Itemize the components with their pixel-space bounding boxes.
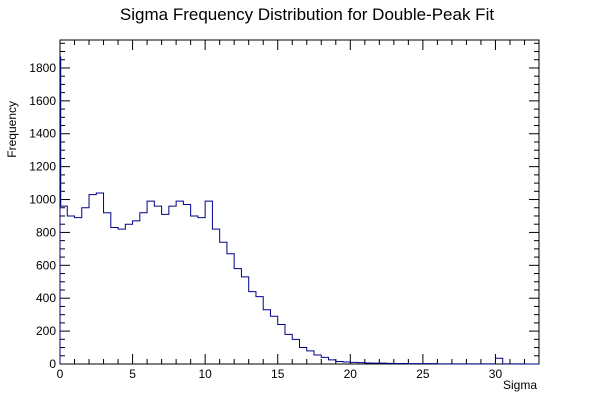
histogram-step-line: [59, 192, 539, 365]
y-tick-label: 1600: [29, 94, 56, 108]
plot-frame: [59, 39, 540, 365]
histogram-bins: [59, 56, 539, 365]
x-tick-label: 15: [271, 367, 285, 381]
x-tick-label: 10: [198, 367, 212, 381]
histogram-bar: [154, 206, 161, 364]
histogram-bar: [205, 201, 212, 364]
histogram-bar: [169, 206, 176, 364]
y-tick-label: 200: [36, 324, 56, 338]
histogram-bar: [118, 229, 125, 364]
x-tick-label: 25: [416, 367, 430, 381]
x-tick-label: 5: [129, 367, 136, 381]
histogram-bar: [329, 360, 336, 364]
histogram-bar: [249, 292, 256, 364]
histogram-bar: [379, 363, 386, 364]
histogram-bar: [140, 213, 147, 364]
histogram-bar: [89, 195, 96, 364]
histogram-bar: [278, 325, 285, 364]
histogram-bar: [256, 297, 263, 364]
histogram-bar: [358, 363, 365, 364]
histogram-bar: [336, 362, 343, 364]
histogram-bar: [387, 363, 394, 364]
histogram-bar: [104, 213, 111, 364]
chart-title: Sigma Frequency Distribution for Double-…: [120, 5, 494, 24]
histogram-bar: [198, 218, 205, 364]
histogram-bar: [82, 208, 89, 364]
y-tick-label: 400: [36, 291, 56, 305]
histogram-bar: [350, 362, 357, 364]
histogram-bar: [300, 348, 307, 364]
histogram-bar: [183, 204, 190, 364]
histogram-bar: [176, 201, 183, 364]
histogram-bar: [292, 339, 299, 364]
histogram-bar: [67, 216, 74, 364]
y-axis-label: Frequency: [5, 101, 19, 158]
y-axis: 0 200 400 600 800 1000 1200 1400 1600 1800: [29, 42, 539, 371]
histogram-bar: [60, 206, 67, 364]
histogram-bar: [111, 227, 118, 364]
histogram-bar: [285, 334, 292, 364]
histogram-bar: [125, 224, 132, 364]
histogram-bar: [212, 229, 219, 364]
x-tick-label: 0: [57, 367, 64, 381]
histogram-bar: [241, 277, 248, 364]
histogram-bar: [220, 242, 227, 364]
histogram-bar: [307, 351, 314, 364]
y-tick-label: 1800: [29, 61, 56, 75]
x-axis: 0 5 10 15 20 25 30: [57, 40, 540, 381]
histogram-bar: [191, 216, 198, 364]
histogram-bar: [162, 214, 169, 364]
x-axis-label: Sigma: [503, 378, 537, 392]
histogram-bar: [270, 316, 277, 364]
histogram-bar: [263, 310, 270, 364]
histogram-bar: [365, 363, 372, 364]
y-tick-label: 600: [36, 258, 56, 272]
histogram-bar: [314, 355, 321, 364]
histogram-bar: [343, 362, 350, 364]
y-tick-label: 0: [49, 357, 56, 371]
histogram-bar: [75, 218, 82, 364]
y-tick-label: 1400: [29, 127, 56, 141]
x-tick-label: 20: [344, 367, 358, 381]
y-tick-label: 800: [36, 225, 56, 239]
histogram-bar: [495, 358, 502, 364]
histogram-bar: [227, 254, 234, 364]
histogram-bar: [96, 193, 103, 364]
histogram-bar: [147, 201, 154, 364]
y-tick-label: 1200: [29, 160, 56, 174]
histogram-bar: [321, 357, 328, 364]
y-tick-label: 1000: [29, 193, 56, 207]
x-tick-label: 30: [489, 367, 503, 381]
histogram-bar: [133, 221, 140, 364]
histogram-bar: [234, 269, 241, 364]
histogram-bar: [372, 363, 379, 364]
